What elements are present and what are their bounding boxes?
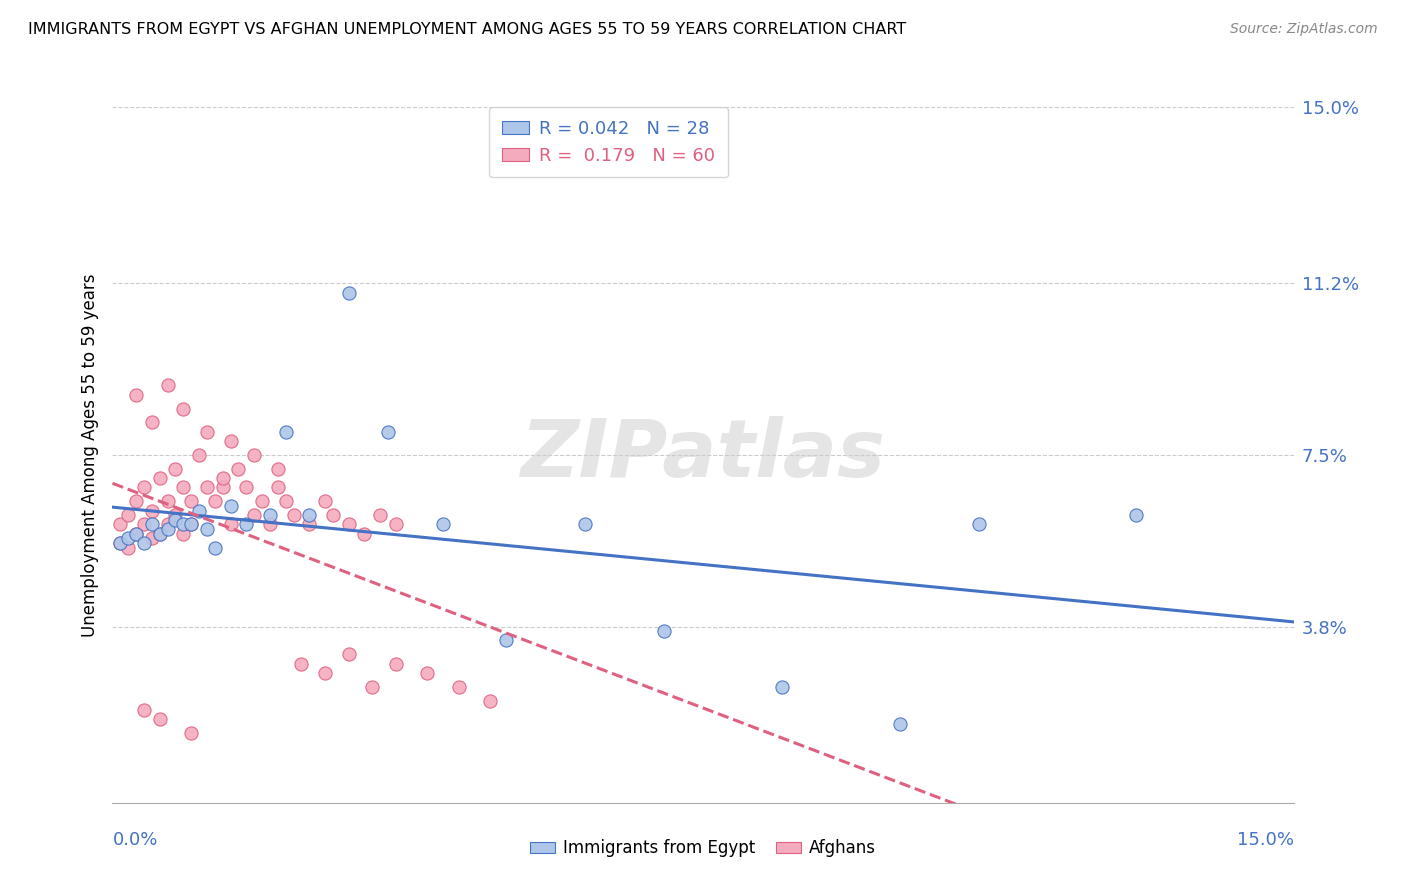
Point xyxy=(110,517,132,532)
Point xyxy=(204,494,226,508)
Text: 15.0%: 15.0% xyxy=(1236,830,1294,848)
Point xyxy=(219,517,242,532)
Point xyxy=(283,508,305,523)
Point xyxy=(204,541,226,555)
Point xyxy=(432,517,454,532)
Point xyxy=(361,680,384,694)
Point xyxy=(180,517,202,532)
Point xyxy=(274,425,297,439)
Point xyxy=(495,633,517,648)
Point xyxy=(188,503,211,517)
Point xyxy=(125,526,148,541)
Point xyxy=(165,513,187,527)
Point xyxy=(172,480,194,494)
Point xyxy=(1125,508,1147,523)
Point xyxy=(322,508,344,523)
Point xyxy=(243,508,266,523)
Point xyxy=(267,480,290,494)
Point xyxy=(235,480,257,494)
Point xyxy=(219,434,242,448)
Point xyxy=(267,462,290,476)
Point xyxy=(156,378,179,392)
Point xyxy=(172,401,194,416)
Point xyxy=(117,508,139,523)
Point xyxy=(195,522,218,536)
Legend: Immigrants from Egypt, Afghans: Immigrants from Egypt, Afghans xyxy=(523,833,883,864)
Point xyxy=(165,462,187,476)
Point xyxy=(180,726,202,740)
Point xyxy=(298,517,321,532)
Point xyxy=(172,517,194,532)
Point xyxy=(368,508,391,523)
Point xyxy=(117,532,139,546)
Point xyxy=(125,387,148,401)
Text: ZIPatlas: ZIPatlas xyxy=(520,416,886,494)
Point xyxy=(770,680,793,694)
Point xyxy=(132,480,155,494)
Point xyxy=(156,494,179,508)
Y-axis label: Unemployment Among Ages 55 to 59 years: Unemployment Among Ages 55 to 59 years xyxy=(80,273,98,637)
Point xyxy=(165,508,187,523)
Point xyxy=(110,536,132,550)
Point xyxy=(149,526,172,541)
Point xyxy=(314,665,336,680)
Point xyxy=(195,425,218,439)
Point xyxy=(180,517,202,532)
Point xyxy=(337,517,360,532)
Point xyxy=(243,448,266,462)
Point xyxy=(274,494,297,508)
Point xyxy=(447,680,470,694)
Text: 0.0%: 0.0% xyxy=(112,830,157,848)
Point xyxy=(337,285,360,300)
Point xyxy=(110,536,132,550)
Point xyxy=(228,462,250,476)
Point xyxy=(149,712,172,726)
Point xyxy=(180,494,202,508)
Point xyxy=(479,694,502,708)
Point xyxy=(889,717,911,731)
Point xyxy=(125,526,148,541)
Point xyxy=(132,703,155,717)
Point xyxy=(195,480,218,494)
Point xyxy=(353,526,375,541)
Point xyxy=(156,517,179,532)
Text: IMMIGRANTS FROM EGYPT VS AFGHAN UNEMPLOYMENT AMONG AGES 55 TO 59 YEARS CORRELATI: IMMIGRANTS FROM EGYPT VS AFGHAN UNEMPLOY… xyxy=(28,22,907,37)
Point xyxy=(652,624,675,639)
Point xyxy=(132,536,155,550)
Point xyxy=(967,517,990,532)
Point xyxy=(337,648,360,662)
Point xyxy=(156,522,179,536)
Point xyxy=(149,471,172,485)
Point xyxy=(377,425,399,439)
Point xyxy=(416,665,439,680)
Text: Source: ZipAtlas.com: Source: ZipAtlas.com xyxy=(1230,22,1378,37)
Point xyxy=(250,494,273,508)
Point xyxy=(314,494,336,508)
Point xyxy=(141,517,163,532)
Point xyxy=(259,517,281,532)
Point xyxy=(298,508,321,523)
Point xyxy=(219,499,242,513)
Point xyxy=(141,532,163,546)
Point xyxy=(141,503,163,517)
Point xyxy=(149,526,172,541)
Point xyxy=(117,541,139,555)
Point xyxy=(259,508,281,523)
Point xyxy=(574,517,596,532)
Point xyxy=(172,526,194,541)
Point xyxy=(385,517,408,532)
Point xyxy=(385,657,408,671)
Point xyxy=(132,517,155,532)
Point xyxy=(235,517,257,532)
Point xyxy=(290,657,312,671)
Point xyxy=(188,448,211,462)
Point xyxy=(211,480,233,494)
Point xyxy=(141,416,163,430)
Point xyxy=(211,471,233,485)
Point xyxy=(125,494,148,508)
